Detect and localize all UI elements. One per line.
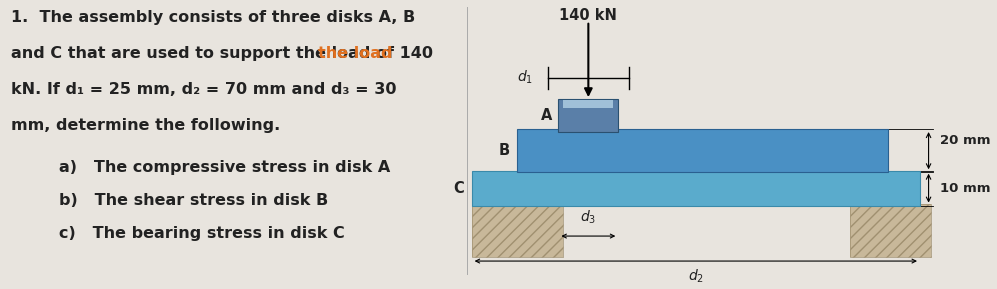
Bar [849,204,931,257]
Text: c)   The bearing stress in disk C: c) The bearing stress in disk C [59,226,345,241]
Bar [563,100,613,108]
Bar [472,204,563,257]
Text: $d_3$: $d_3$ [580,209,596,226]
Text: 20 mm: 20 mm [940,134,991,147]
Bar [472,204,563,257]
Text: a)   The compressive stress in disk A: a) The compressive stress in disk A [59,160,391,175]
Bar [472,171,920,205]
Text: 1.  The assembly consists of three disks A, B: 1. The assembly consists of three disks … [11,10,416,25]
Text: and C that are used to support the load of 140: and C that are used to support the load … [11,46,433,61]
Text: the load: the load [317,46,392,61]
Text: kN. If d₁ = 25 mm, d₂ = 70 mm and d₃ = 30: kN. If d₁ = 25 mm, d₂ = 70 mm and d₃ = 3… [11,82,397,97]
Text: 10 mm: 10 mm [940,182,991,195]
Text: A: A [541,108,552,123]
Text: 140 kN: 140 kN [559,8,617,23]
Bar [849,204,931,257]
Text: $d_2$: $d_2$ [688,268,704,286]
Bar [517,129,888,172]
Text: C: C [454,181,464,196]
Bar [558,99,618,132]
Text: $d_1$: $d_1$ [517,69,533,86]
Text: mm, determine the following.: mm, determine the following. [11,118,280,133]
Text: B: B [498,143,509,158]
Text: b)   The shear stress in disk B: b) The shear stress in disk B [59,193,328,208]
